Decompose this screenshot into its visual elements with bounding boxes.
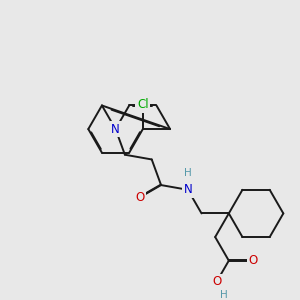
Text: O: O [135, 191, 144, 204]
Text: N: N [184, 183, 192, 196]
Text: O: O [249, 254, 258, 267]
Text: H: H [220, 290, 228, 300]
Text: H: H [184, 168, 192, 178]
Text: N: N [111, 123, 120, 136]
Text: Cl: Cl [137, 98, 148, 111]
Text: O: O [212, 275, 221, 288]
